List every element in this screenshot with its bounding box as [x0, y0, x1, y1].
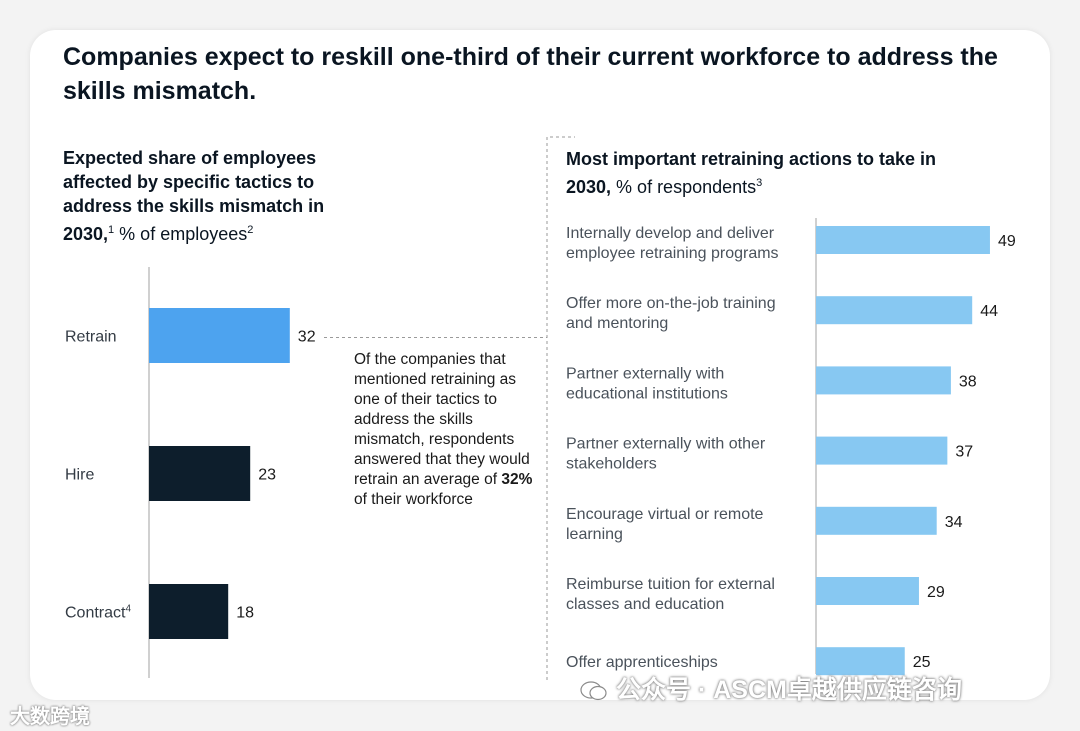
action-label-line: and mentoring [566, 315, 668, 332]
right-subtitle-unit: % of respondents [611, 177, 757, 197]
category-footnote: 4 [125, 604, 131, 615]
action-value-label: 29 [927, 584, 945, 601]
action-label: Encourage virtual or remote learning [566, 506, 764, 543]
action-label: Offer more on-the-job training and mentor… [566, 295, 776, 332]
action-value-label: 38 [959, 373, 977, 390]
action-value-label: 49 [998, 233, 1016, 250]
right-chart-subtitle: Most important retraining actions to tak… [566, 147, 986, 199]
wechat-icon [580, 681, 607, 701]
action-label-line: Encourage virtual or remote [566, 506, 764, 523]
value-label-retrain: 32 [298, 329, 316, 346]
action-label-line: Partner externally with [566, 365, 724, 382]
action-label-line: Internally develop and deliver [566, 225, 775, 242]
value-label-contract: 18 [236, 605, 254, 622]
left-subtitle-bold: Expected share of employees affected by … [63, 148, 325, 244]
left-chart-subtitle: Expected share of employees affected by … [63, 146, 363, 246]
action-label-line: employee retraining programs [566, 245, 779, 262]
left-subtitle-footnote-2: 2 [247, 224, 254, 236]
watermark-right-text: 公众号 · ASCM卓越供应链咨询 [616, 676, 962, 704]
action-label-line: Offer more on-the-job training [566, 295, 776, 312]
category-label-contract: Contract4 [65, 604, 131, 622]
action-label-line: classes and education [566, 596, 724, 613]
action-value-label: 37 [955, 444, 973, 461]
action-label: Internally develop and deliver employee r… [566, 225, 779, 262]
action-value-label: 25 [913, 654, 931, 671]
watermark-left-text: 大数跨境 [10, 706, 90, 728]
watermark-right: 公众号 · ASCM卓越供应链咨询 [580, 670, 962, 706]
page-title: Companies expect to reskill one-third of… [63, 43, 998, 105]
action-label-line: Reimburse tuition for external [566, 576, 775, 593]
action-label-line: Partner externally with other [566, 436, 766, 453]
category-label-retrain: Retrain [65, 329, 117, 346]
action-bar [816, 647, 905, 676]
annotation-text-after: of their workforce [354, 491, 473, 508]
action-value-label: 44 [980, 303, 998, 320]
action-bar [816, 506, 937, 535]
bar-contract [149, 584, 229, 639]
action-label: Partner externally with other stakeholder… [566, 436, 766, 473]
right-subtitle-bold: Most important retraining actions to tak… [566, 149, 937, 197]
retrain-annotation: Of the companies that mentioned retraini… [354, 350, 534, 510]
action-bar [816, 296, 973, 325]
action-label: Reimburse tuition for external classes an… [566, 576, 775, 613]
annotation-highlight: 32% [501, 471, 533, 488]
action-label-line: Offer apprenticeships [566, 654, 718, 671]
action-label-line: stakeholders [566, 456, 657, 473]
action-label: Partner externally with educational insti… [566, 365, 728, 402]
right-subtitle-footnote: 3 [756, 177, 763, 189]
action-bar [816, 226, 990, 254]
action-label: Offer apprenticeships [566, 654, 718, 671]
left-subtitle-footnote-1: 1 [108, 224, 115, 236]
category-label-hire: Hire [65, 467, 94, 484]
action-bar [816, 366, 951, 395]
value-label-hire: 23 [258, 467, 276, 484]
watermark-left: 大数跨境 [10, 700, 90, 729]
action-label-line: learning [566, 526, 623, 543]
action-bar [816, 436, 948, 465]
action-value-label: 34 [945, 514, 963, 531]
action-label-line: educational institutions [566, 385, 728, 402]
bar-retrain [149, 308, 290, 363]
left-subtitle-unit: % of employees [114, 224, 248, 244]
right-panel-bracket [546, 136, 575, 680]
action-bar [816, 577, 919, 605]
annotation-text-before: Of the companies that mentioned retraini… [354, 351, 530, 488]
bar-hire [149, 446, 251, 501]
